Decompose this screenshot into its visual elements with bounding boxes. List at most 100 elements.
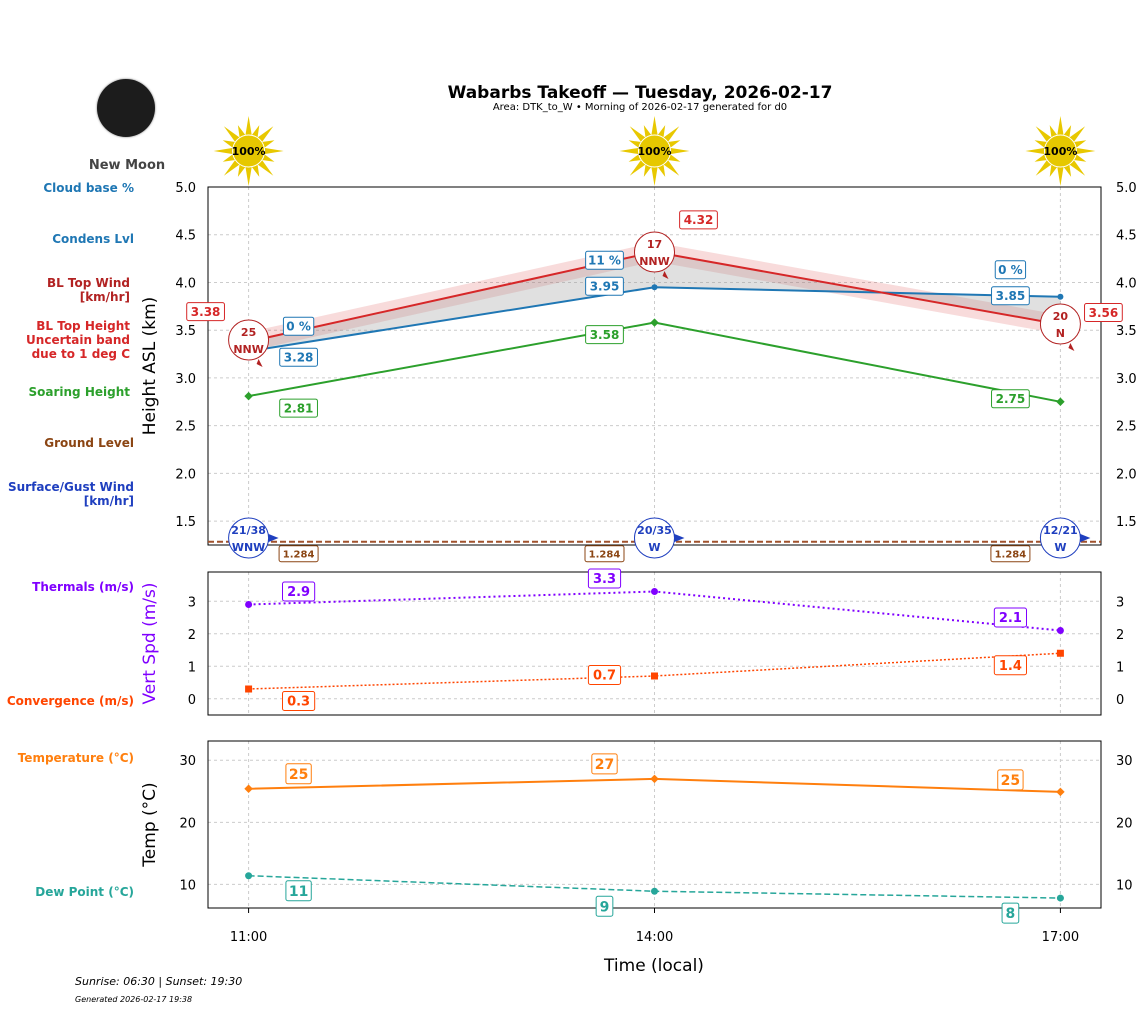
bl-top-label-box <box>1084 302 1123 322</box>
sun-ray <box>667 154 681 162</box>
y-tick-label: 30 <box>179 754 196 769</box>
sun-icon <box>1043 134 1077 168</box>
dewpoint-label-box <box>285 880 312 902</box>
ground-label-box <box>584 545 625 563</box>
sun-ray <box>670 147 690 155</box>
ground-label-box <box>990 545 1031 563</box>
y-tick-label-right: 5.0 <box>1116 181 1137 196</box>
y-tick-label: 3.5 <box>175 324 196 339</box>
sun-ray <box>1035 126 1052 143</box>
temperature-label-box <box>591 753 618 775</box>
sun-ray <box>629 159 646 176</box>
temperature-label-box <box>285 763 312 785</box>
y-tick-label: 2.0 <box>175 467 196 482</box>
soaring-label: 2.75 <box>996 392 1026 406</box>
sun-ray <box>1069 126 1086 143</box>
convergence-label-box <box>587 665 622 685</box>
sun-coverage-label: 100% <box>232 145 266 158</box>
sun-ray <box>628 140 642 148</box>
thermals-label-box <box>282 581 316 602</box>
label-soaring: Soaring Height <box>28 385 131 399</box>
convergence-label: 0.7 <box>593 669 616 684</box>
y-tick-label: 0 <box>188 693 196 708</box>
dewpoint-label-box <box>595 895 614 917</box>
condens-label: 3.28 <box>284 351 314 365</box>
temperature-label: 27 <box>595 757 614 773</box>
sun-ray <box>1035 159 1052 176</box>
y-tick-label: 20 <box>179 816 196 831</box>
y-tick-label: 3 <box>188 595 196 610</box>
y-tick-label-right: 2.0 <box>1116 467 1137 482</box>
sun-ray <box>1057 166 1064 186</box>
condens-point <box>1057 293 1064 300</box>
x-tick-label: 14:00 <box>636 930 673 945</box>
y-tick-label-right: 0 <box>1116 693 1124 708</box>
bl-wind-circle <box>634 231 675 273</box>
sun-ray <box>222 140 236 148</box>
y-tick-label: 1.5 <box>175 515 196 530</box>
sun-coverage-label: 100% <box>1043 145 1077 158</box>
bl-wind-dir: NNW <box>639 255 670 268</box>
wind-arrow-icon <box>1080 534 1091 542</box>
sun-ray <box>1069 159 1086 176</box>
condens-label: 3.95 <box>590 280 620 294</box>
wind-arrow-icon <box>256 359 263 367</box>
y-tick-label-right: 3.5 <box>1116 324 1137 339</box>
cloud-pct-label: 11 % <box>588 254 621 268</box>
sun-ray <box>663 159 680 176</box>
surface-wind-dir: WNW <box>232 541 265 554</box>
y-tick-label: 4.5 <box>175 229 196 244</box>
bl-top-label: 3.38 <box>191 305 221 319</box>
bl-wind-circle <box>228 319 270 361</box>
cloud-pct-label-box <box>994 260 1027 280</box>
convergence-point <box>245 685 253 693</box>
cloud-pct-label: 0 % <box>998 263 1023 277</box>
bl-top-label-box <box>186 302 225 322</box>
condens-label: 3.85 <box>996 289 1026 303</box>
thermals-label: 3.3 <box>593 572 616 587</box>
y-tick-label: 2 <box>188 628 196 643</box>
dewpoint-label: 8 <box>1006 906 1016 922</box>
ground-label: 1.284 <box>589 549 621 560</box>
bl-wind-circle <box>1039 303 1081 345</box>
soaring-label-box <box>585 325 624 345</box>
soaring-point <box>650 318 659 327</box>
y-tick-label-right: 3.0 <box>1116 372 1137 387</box>
soaring-label: 3.58 <box>590 328 620 342</box>
y-tick-label-right: 20 <box>1116 816 1133 831</box>
x-tick-label: 17:00 <box>1042 930 1079 945</box>
surface-wind-dir: W <box>648 541 660 554</box>
thermals-label: 2.9 <box>287 585 310 600</box>
dewpoint-point <box>245 872 253 880</box>
x-tick-label: 11:00 <box>230 930 267 945</box>
sun-ray <box>1076 147 1096 155</box>
bl-wind-dir: NNW <box>233 343 264 356</box>
sun-ray <box>1063 125 1072 138</box>
dewpoint-point <box>651 887 658 895</box>
sun-ray <box>245 116 252 136</box>
wind-arrow-icon <box>268 534 279 542</box>
condens-point <box>651 284 658 291</box>
sun-ray <box>619 147 639 155</box>
sun-ray <box>651 166 658 186</box>
sun-ray <box>251 125 260 138</box>
ground-label: 1.284 <box>283 549 315 560</box>
y-tick-label-right: 2.5 <box>1116 420 1137 435</box>
y-tick-label-right: 1 <box>1116 660 1124 675</box>
sun-ray <box>1049 125 1058 138</box>
convergence-point <box>1056 649 1064 657</box>
condens-label-box <box>279 347 318 367</box>
sun-ray <box>237 164 246 177</box>
thermals-point <box>651 588 658 595</box>
thermals-label: 2.1 <box>999 611 1022 626</box>
sun-ray <box>245 166 252 186</box>
surface-wind-speed: 12/21 <box>1043 524 1078 537</box>
cloud-pct-label-box <box>282 316 315 336</box>
cloud-pct-label: 0 % <box>286 320 311 334</box>
surface-wind-speed: 20/35 <box>637 524 672 537</box>
sun-icon <box>232 134 266 168</box>
bl-wind-dir: N <box>1056 327 1065 340</box>
bl-wind-speed: 20 <box>1053 310 1069 323</box>
convergence-label-box <box>282 691 316 711</box>
